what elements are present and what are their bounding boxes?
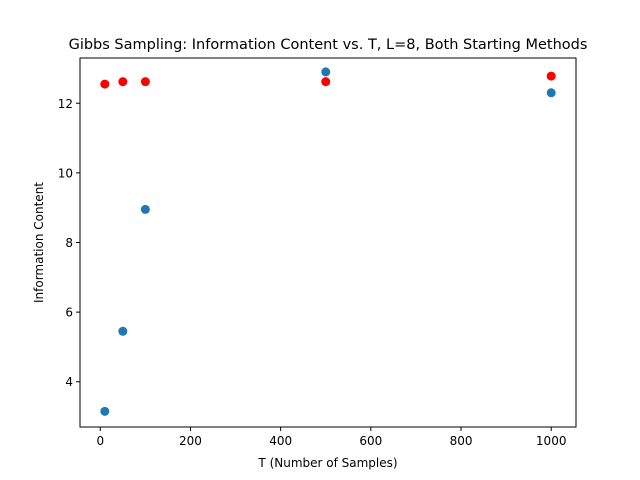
data-point (118, 326, 128, 336)
x-axis-label: T (Number of Samples) (257, 456, 397, 470)
series-2 (100, 71, 556, 89)
y-tick-label: 4 (65, 375, 73, 389)
x-tick-label: 400 (269, 434, 292, 448)
data-point (321, 67, 331, 77)
x-axis-ticks: 0 200 400 600 800 1000 (96, 427, 566, 448)
x-tick-label: 0 (96, 434, 104, 448)
data-point (100, 79, 110, 89)
plot-marks (100, 67, 556, 416)
data-point (321, 77, 331, 87)
x-tick-label: 800 (450, 434, 473, 448)
data-point (140, 204, 150, 214)
chart-title: Gibbs Sampling: Information Content vs. … (69, 37, 588, 53)
x-tick-label: 200 (179, 434, 202, 448)
y-axis-label: Information Content (32, 182, 46, 303)
x-tick-label: 600 (359, 434, 382, 448)
y-tick-label: 12 (58, 97, 73, 111)
data-point (140, 77, 150, 87)
data-point (546, 71, 556, 81)
y-tick-label: 8 (65, 236, 73, 250)
data-point (118, 77, 128, 87)
plot-frame (79, 57, 577, 428)
x-tick-label: 1000 (536, 434, 567, 448)
data-point (546, 88, 556, 98)
data-point (100, 406, 110, 416)
y-axis-ticks: 4 6 8 10 12 (58, 97, 80, 389)
y-tick-label: 10 (58, 166, 73, 180)
y-tick-label: 6 (65, 306, 73, 320)
series-1 (100, 67, 556, 416)
